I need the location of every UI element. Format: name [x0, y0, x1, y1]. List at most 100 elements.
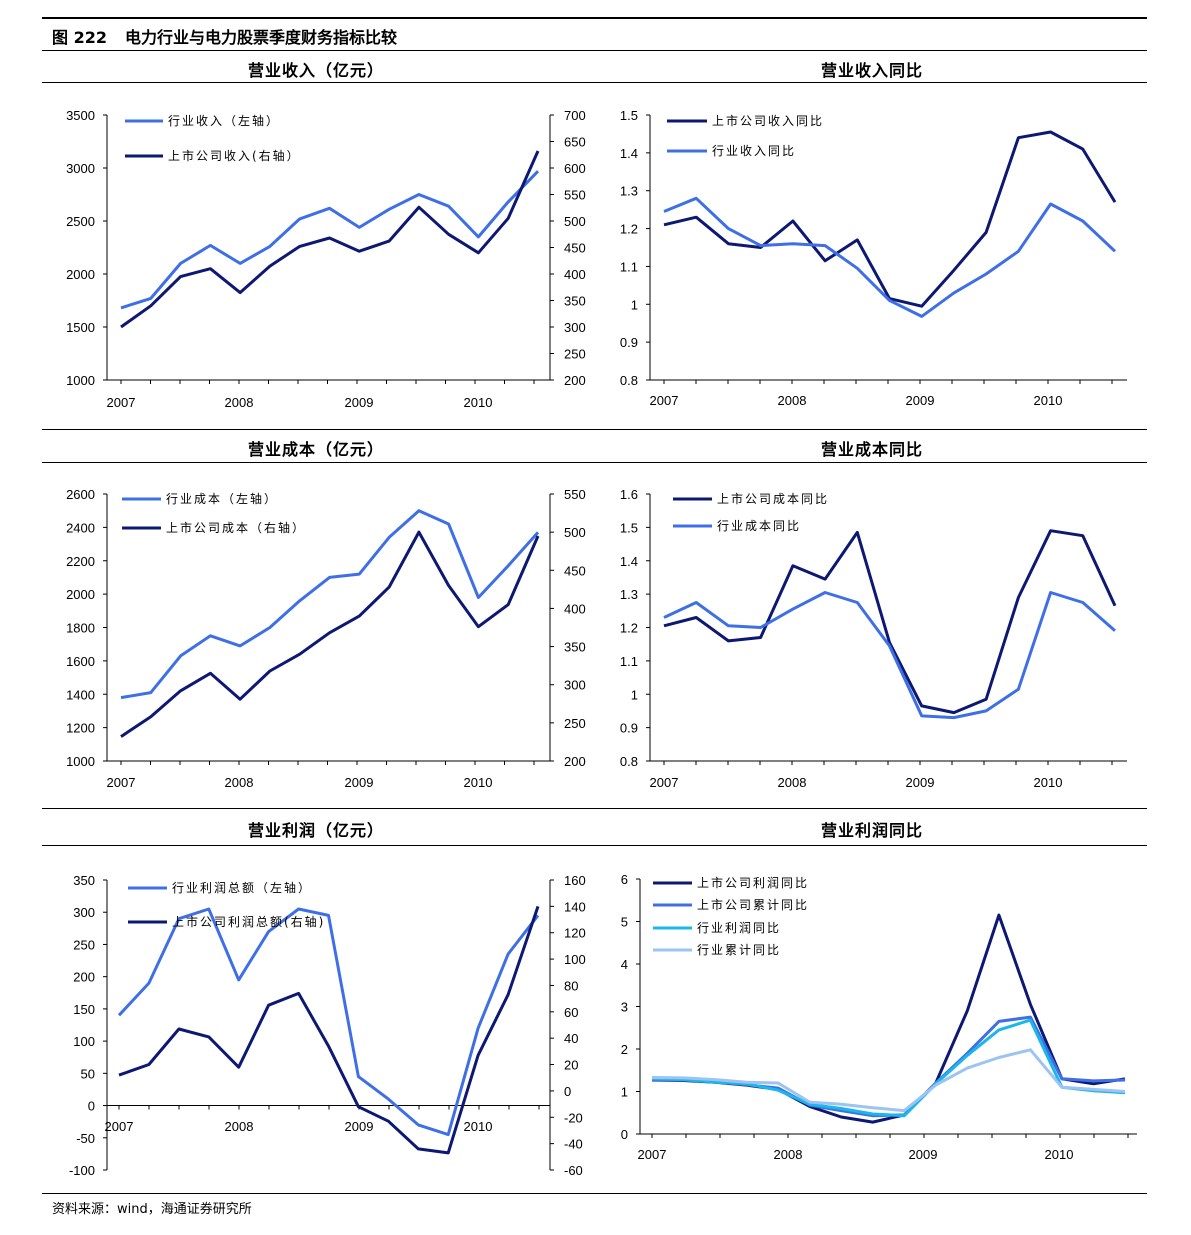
series-line-4-1 — [118, 905, 540, 1155]
y-tick-label-left: 0.8 — [620, 373, 638, 388]
y-tick-label-left: 2000 — [66, 267, 95, 282]
y-tick-label-left: 1.4 — [620, 146, 638, 161]
y-tick-label-right: 400 — [564, 601, 586, 616]
source-note: 资料来源：wind，海通证券研究所 — [52, 1202, 252, 1217]
y-tick-label-left: 250 — [73, 937, 95, 952]
row1-rule — [42, 82, 1147, 83]
y-tick-label-left: 2 — [621, 1042, 628, 1057]
y-tick-label-right: 250 — [564, 347, 586, 362]
y-tick-label-left: 1.1 — [620, 259, 638, 274]
row3-rule — [42, 845, 1147, 846]
y-tick-label-left: 1200 — [66, 721, 95, 736]
y-tick-label-right: 300 — [564, 320, 586, 335]
y-tick-label-right: 80 — [564, 978, 578, 993]
series-line-1-1 — [663, 196, 1117, 318]
y-tick-label-right: 550 — [564, 487, 586, 502]
x-tick-label: 2009 — [345, 395, 374, 410]
x-tick-label: 2008 — [225, 395, 254, 410]
legend-label: 行业成本同比 — [717, 519, 801, 533]
y-tick-label-right: 40 — [564, 1031, 578, 1046]
chart-title-revenue: 营业收入（亿元） — [247, 61, 384, 80]
x-tick-label: 2010 — [1034, 393, 1063, 408]
x-tick-label: 2010 — [464, 775, 493, 790]
y-tick-label-left: 350 — [73, 873, 95, 888]
y-tick-label-right: 0 — [564, 1084, 571, 1099]
x-tick-label: 2007 — [650, 393, 679, 408]
legend-label: 上市公司利润同比 — [697, 875, 809, 890]
y-tick-label-right: 20 — [564, 1058, 578, 1073]
y-tick-label-right: 350 — [564, 294, 586, 309]
figure-title: 图 222 电力行业与电力股票季度财务指标比较 — [52, 24, 397, 48]
y-tick-label-left: 1.5 — [620, 108, 638, 123]
y-tick-label-left: 5 — [621, 915, 628, 930]
y-tick-label-left: 2500 — [66, 214, 95, 229]
x-tick-label: 2010 — [1034, 775, 1063, 790]
series-line-2-0 — [120, 509, 540, 700]
legend-label: 上市公司累计同比 — [697, 897, 809, 912]
y-tick-label-left: 150 — [73, 1002, 95, 1017]
x-tick-label: 2007 — [638, 1147, 667, 1162]
y-tick-label-right: 300 — [564, 678, 586, 693]
y-tick-label-left: 1 — [631, 687, 638, 702]
legend-label: 行业收入（左轴） — [168, 113, 280, 128]
x-tick-label: 2008 — [778, 393, 807, 408]
figure-number: 图 222 — [52, 28, 107, 47]
row3-top-rule — [42, 808, 1147, 809]
legend-label: 上市公司成本同比 — [717, 491, 829, 506]
chart-title-profit: 营业利润（亿元） — [247, 821, 384, 840]
y-tick-label-left: 1500 — [66, 320, 95, 335]
y-tick-label-right: 450 — [564, 563, 586, 578]
legend-label: 上市公司收入(右轴） — [168, 148, 301, 163]
x-tick-label: 2008 — [774, 1147, 803, 1162]
y-tick-label-left: 2200 — [66, 554, 95, 569]
y-tick-label-right: 100 — [564, 952, 586, 967]
chart-title-cost: 营业成本（亿元） — [247, 440, 384, 459]
legend-label: 行业累计同比 — [697, 943, 781, 957]
legend-label: 行业利润同比 — [697, 921, 781, 935]
y-tick-label-left: 50 — [81, 1066, 95, 1081]
y-tick-label-left: 2400 — [66, 520, 95, 535]
x-tick-label: 2010 — [464, 1119, 493, 1134]
y-tick-label-left: 100 — [73, 1034, 95, 1049]
bottom-rule — [42, 1193, 1147, 1194]
x-tick-label: 2007 — [105, 1119, 134, 1134]
y-tick-label-right: 160 — [564, 873, 586, 888]
y-tick-label-left: 1.2 — [620, 222, 638, 237]
x-tick-label: 2010 — [1045, 1147, 1074, 1162]
y-tick-label-left: 3 — [621, 1000, 628, 1015]
y-tick-label-right: 600 — [564, 161, 586, 176]
x-tick-label: 2009 — [909, 1147, 938, 1162]
y-tick-label-left: 1.5 — [620, 520, 638, 535]
y-tick-label-right: 700 — [564, 108, 586, 123]
y-tick-label-left: 0.9 — [620, 335, 638, 350]
y-tick-label-right: 140 — [564, 899, 586, 914]
y-tick-label-right: 400 — [564, 267, 586, 282]
y-tick-label-left: 1.6 — [620, 487, 638, 502]
chart-title-cost-yoy: 营业成本同比 — [820, 440, 923, 459]
legend-label: 上市公司成本（右轴） — [166, 520, 306, 535]
y-tick-label-left: 1000 — [66, 754, 95, 769]
header-rule — [42, 50, 1147, 51]
y-tick-label-right: -20 — [564, 1110, 583, 1125]
y-tick-label-left: 1.3 — [620, 587, 638, 602]
y-tick-label-right: -40 — [564, 1137, 583, 1152]
top-rule — [42, 17, 1147, 19]
y-tick-label-right: 200 — [564, 373, 586, 388]
y-tick-label-left: 1.3 — [620, 184, 638, 199]
legend-label: 上市公司利润总额(右轴) — [172, 914, 325, 929]
x-tick-label: 2010 — [464, 395, 493, 410]
x-tick-label: 2009 — [345, 1119, 374, 1134]
y-tick-label-left: 1400 — [66, 687, 95, 702]
row2-rule — [42, 462, 1147, 463]
y-tick-label-right: 200 — [564, 754, 586, 769]
y-tick-label-left: 0 — [88, 1099, 95, 1114]
series-line-4-0 — [117, 907, 540, 1137]
y-tick-label-left: 2600 — [66, 487, 95, 502]
y-tick-label-right: 650 — [564, 135, 586, 150]
x-tick-label: 2009 — [345, 775, 374, 790]
y-tick-label-left: 1.2 — [620, 621, 638, 636]
